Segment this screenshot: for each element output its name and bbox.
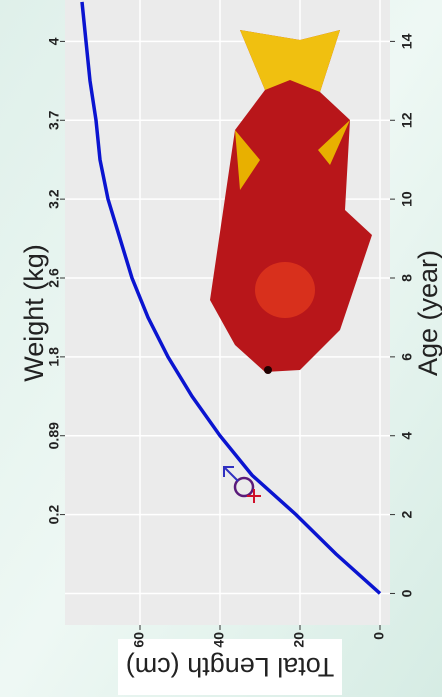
growth-line [80, 1, 382, 595]
x-tick-label: 6 [399, 353, 415, 361]
x-tick-label: 4 [399, 432, 415, 440]
x2-tick-label: 2.6 [46, 268, 62, 288]
x2-tick-label: 4 [46, 37, 62, 45]
x-tick-label: 12 [399, 112, 415, 128]
x2-tick-label: 3.7 [46, 110, 62, 130]
x2-tick-label: 3.2 [46, 189, 62, 209]
marker-arrow [223, 465, 239, 482]
x2-axis-title: Weight (kg) [19, 244, 49, 382]
marker-circle [233, 476, 255, 498]
x-tick-label: 2 [399, 510, 415, 518]
y-axis-title: Total Length (cm) [126, 652, 335, 682]
sex-marker [223, 465, 261, 503]
marker-cross [247, 488, 261, 503]
label-box [118, 639, 342, 695]
y-tick-label: 0 [371, 632, 387, 640]
y-tick-label: 40 [211, 632, 227, 648]
y-tick-label: 60 [131, 632, 147, 648]
x-tick-label: 0 [399, 589, 415, 597]
y-tick-label: 20 [291, 632, 307, 648]
x2-tick-label: 0.89 [46, 422, 62, 449]
x-axis-title: Age (year) [413, 250, 442, 376]
plot: Total Length (cm) Age (year) Weight (kg)… [19, 0, 442, 695]
x-tick-label: 8 [399, 274, 415, 282]
x-tick-label: 14 [399, 33, 415, 49]
x-tick-label: 10 [399, 191, 415, 207]
x2-tick-label: 1.8 [46, 347, 62, 367]
fish-image [210, 30, 372, 374]
x2-tick-label: 0.2 [46, 505, 62, 525]
